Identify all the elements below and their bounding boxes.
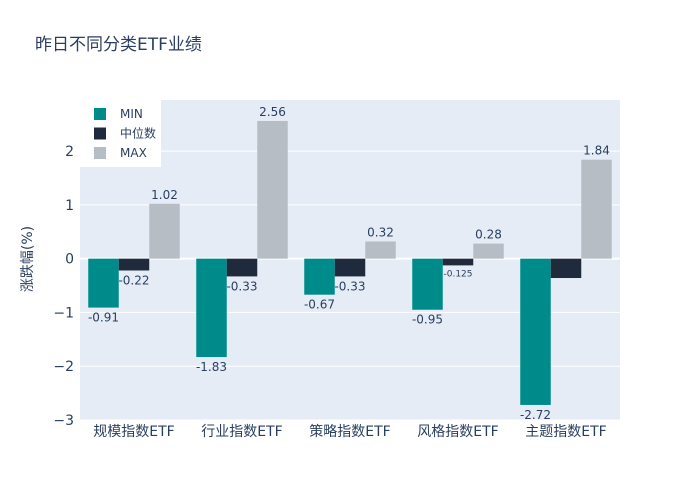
legend-swatch[interactable] <box>94 127 106 140</box>
data-label: -0.125 <box>443 269 472 279</box>
x-tick-label: 风格指数ETF <box>417 424 498 440</box>
bar <box>226 258 258 277</box>
y-tick-label: −2 <box>53 359 74 375</box>
data-label: -1.83 <box>196 360 227 374</box>
bar <box>118 258 150 271</box>
bars <box>88 120 612 405</box>
bar <box>473 243 504 259</box>
data-label: 0.32 <box>367 225 394 239</box>
bar <box>88 258 119 308</box>
data-labels: -0.91 -0.22 1.02 -1.83 -0.33 2.56 -0.67 -0.33 0.… <box>88 105 610 422</box>
x-tick-label: 行业指数ETF <box>201 424 282 440</box>
legend-box <box>80 100 161 167</box>
data-label: -0.22 <box>118 273 149 287</box>
x-tick-label: 主题指数ETF <box>525 424 606 440</box>
legend-label[interactable]: MIN <box>120 107 143 121</box>
data-label: -2.72 <box>520 408 551 422</box>
data-label: 2.56 <box>259 105 286 119</box>
y-tick-label: 0 <box>65 252 74 268</box>
data-label: 1.02 <box>151 188 178 202</box>
y-axis-ticks: −3 −2 −1 0 1 2 <box>53 144 74 429</box>
bar <box>365 241 396 259</box>
legend-label[interactable]: 中位数 <box>120 126 156 141</box>
bar <box>196 258 227 358</box>
bar <box>412 258 443 310</box>
legend-label[interactable]: MAX <box>120 146 147 160</box>
bar <box>581 159 612 259</box>
y-axis-label: 涨跌幅(%) <box>20 226 36 292</box>
chart-title: 昨日不同分类ETF业绩 <box>35 35 202 55</box>
bar <box>149 203 180 259</box>
x-tick-label: 规模指数ETF <box>93 424 174 440</box>
data-label: 0.28 <box>475 228 502 242</box>
y-tick-label: −3 <box>53 413 74 429</box>
bar <box>442 258 474 266</box>
data-label: -0.95 <box>412 313 443 327</box>
y-tick-label: 1 <box>65 198 74 214</box>
bar <box>520 258 551 405</box>
data-label: -0.33 <box>226 279 257 293</box>
data-label: -0.33 <box>334 279 365 293</box>
data-label: -0.67 <box>304 298 335 312</box>
x-tick-label: 策略指数ETF <box>309 423 390 440</box>
x-axis-ticks: 规模指数ETF 行业指数ETF 策略指数ETF 风格指数ETF 主题指数ETF <box>93 423 606 440</box>
bar <box>304 258 335 295</box>
bar <box>550 258 582 279</box>
y-tick-label: 2 <box>65 144 74 160</box>
bar <box>334 258 366 277</box>
legend-swatch[interactable] <box>94 147 106 159</box>
data-label: 1.84 <box>583 144 610 158</box>
y-tick-label: −1 <box>53 305 74 321</box>
legend[interactable]: MIN 中位数 MAX <box>80 100 161 167</box>
data-label: -0.91 <box>88 311 119 325</box>
bar <box>257 120 288 259</box>
legend-swatch[interactable] <box>94 108 106 120</box>
